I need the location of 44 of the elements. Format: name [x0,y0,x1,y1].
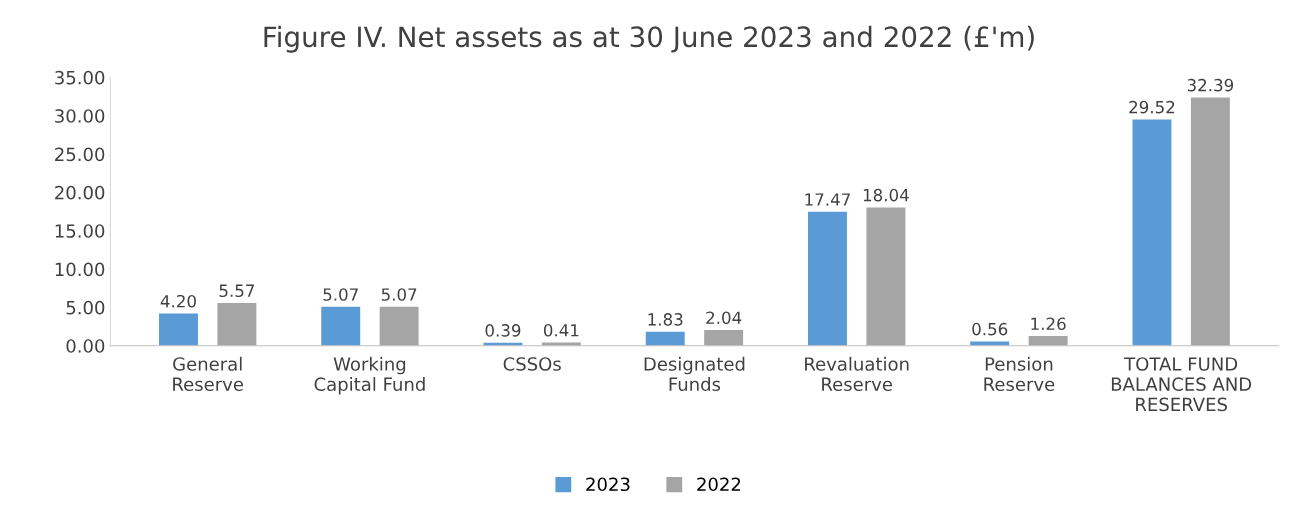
data-label: 1.26 [1031,317,1066,331]
x-tick-label: Designated Funds [644,356,745,392]
x-tick-label: Working Capital Fund [314,356,425,395]
data-label: 29.52 [1129,100,1175,114]
bar [321,306,361,346]
y-tick-label: 15.00 [55,224,105,238]
y-tick-label: 35.00 [55,70,105,85]
data-label: 0.56 [972,322,1008,336]
data-label: 5.07 [381,288,417,301]
y-tick-label: 20.00 [55,185,105,200]
data-label: 18.04 [863,188,909,202]
x-tick-label: General Reserve [173,356,243,392]
data-label: 4.20 [160,294,196,308]
bar [379,306,419,346]
bar [866,207,906,346]
y-tick-label: 0.00 [66,339,105,353]
x-tick-label: Pension Reserve [984,356,1055,392]
data-label: 17.47 [805,193,850,206]
x-tick-label: Revaluation Reserve [805,356,909,392]
legend-label: 2023 [586,477,630,492]
y-tick-label: 10.00 [55,262,105,277]
bar [159,313,198,346]
bar [970,341,1010,346]
data-label: 5.57 [219,284,255,298]
data-label: 0.39 [485,324,521,337]
y-tick-label: 25.00 [55,147,105,162]
x-tick-label: CSSOs [503,357,561,371]
bar [1132,119,1172,346]
data-label: 5.07 [323,288,358,301]
bar [704,330,744,346]
data-label: 1.83 [648,313,683,326]
y-tick-label: 30.00 [55,109,105,123]
y-tick-label: 5.00 [66,300,105,315]
data-label: 2.04 [706,311,742,325]
data-label: 32.39 [1187,78,1234,92]
data-label: 0.41 [543,323,579,337]
bar [645,331,685,346]
legend-label: 2022 [697,477,741,492]
bar [1190,97,1230,346]
x-tick-label: TOTAL FUND BALANCES AND RESERVES [1111,357,1252,412]
bar [217,303,257,346]
chart-title: Figure IV. Net assets as at 30 June 2023 and 2022 (£'m) [264,25,1034,53]
bar [808,211,847,346]
bar [1028,336,1068,346]
